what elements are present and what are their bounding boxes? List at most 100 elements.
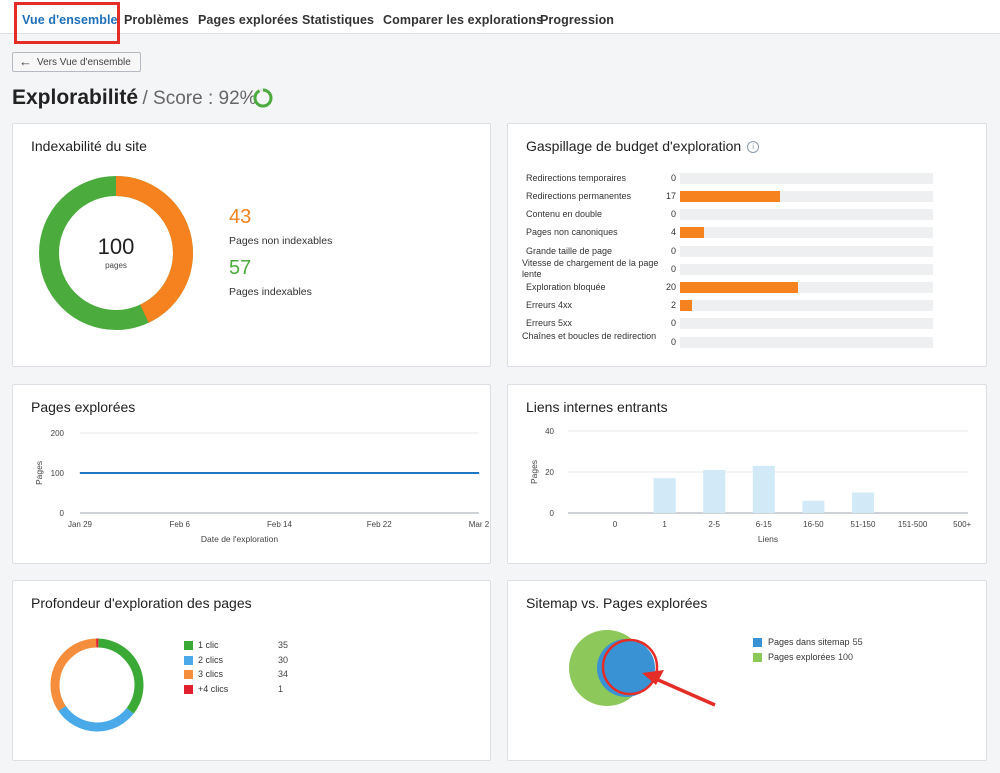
budget-row-value: 0 [670, 173, 676, 183]
annotation-circle [601, 638, 659, 696]
budget-row-value: 17 [665, 191, 676, 201]
y-tick-label: 100 [51, 469, 65, 478]
x-tick-label: 0 [613, 520, 618, 529]
non-indexable-label: Pages non indexables [229, 235, 333, 247]
indexability-title: Indexabilité du site [31, 138, 147, 154]
depth-slice[interactable] [50, 638, 144, 732]
x-axis-label: Date de l'exploration [201, 534, 278, 544]
legend-label: Pages explorées [768, 652, 836, 662]
budget-bar-track [680, 318, 933, 329]
crawled-pages-chart: 0 100 200 Jan 29 Feb 6 Feb 14 Feb 22 Mar 2 Date … [34, 429, 490, 544]
legend-value: 1 [278, 683, 284, 694]
bar[interactable] [852, 492, 874, 514]
legend-value: 34 [278, 669, 289, 679]
indexability-card: Indexabilité du site 100 pages 43 Pages … [12, 123, 491, 367]
budget-row[interactable]: Erreurs 4xx 2 [508, 299, 988, 317]
budget-row[interactable]: Contenu en double 0 [508, 208, 988, 226]
indexability-donut [39, 176, 193, 330]
tab-issues[interactable]: Problèmes [124, 13, 189, 27]
bar[interactable] [802, 500, 825, 513]
budget-row-value: 0 [670, 337, 676, 347]
budget-row-label: Erreurs 4xx [526, 300, 573, 310]
back-to-overview-button[interactable]: ← Vers Vue d'ensemble [12, 52, 141, 72]
budget-row[interactable]: Pages non canoniques 4 [508, 226, 988, 244]
budget-row[interactable]: Redirections permanentes 17 [508, 190, 988, 208]
bar[interactable] [703, 469, 726, 513]
page-title-main: Explorabilité [12, 86, 139, 109]
budget-row-value: 0 [670, 318, 676, 328]
info-icon[interactable]: i [747, 141, 760, 153]
x-tick-label: Feb 14 [267, 520, 292, 529]
depth-slice[interactable] [50, 638, 144, 732]
budget-row-label: Grande taille de page [526, 246, 613, 256]
budget-row[interactable]: Erreurs 5xx 0 [508, 317, 988, 335]
data-point [179, 472, 181, 474]
x-tick-label: 6-15 [756, 520, 773, 529]
depth-slice[interactable] [50, 638, 144, 732]
bar[interactable] [752, 465, 775, 513]
non-indexable-segment [39, 176, 193, 330]
budget-bar-track [680, 209, 933, 220]
data-point [478, 472, 480, 474]
sitemap-card: Sitemap vs. Pages explorées Pages dans s… [507, 580, 987, 761]
budget-row[interactable]: Exploration bloquée 20 [508, 281, 988, 299]
total-pages-value: 100 [97, 234, 135, 259]
legend-swatch [753, 638, 762, 647]
y-tick-label: 20 [545, 468, 554, 477]
crawl-depth-donut [50, 638, 144, 732]
y-tick-label: 0 [60, 509, 65, 518]
budget-row-value: 4 [670, 227, 676, 237]
x-tick-label: 500+ [953, 520, 971, 529]
legend-swatch [753, 653, 762, 662]
crawled-pages-title: Pages explorées [31, 399, 136, 415]
x-tick-label: Mar 2 [469, 520, 490, 529]
indexable-value: 57 [229, 257, 252, 279]
inlinks-title: Liens internes entrants [526, 399, 668, 415]
annotation-arrow-line [655, 677, 716, 707]
legend-item: Pages explorées 100 [768, 652, 853, 662]
tab-compare-crawls[interactable]: Comparer les explorations [383, 13, 544, 27]
legend-label: +4 clics [198, 683, 229, 694]
x-tick-label: 1 [662, 520, 667, 529]
tab-overview[interactable]: Vue d'ensemble [22, 13, 118, 27]
crawl-depth-title: Profondeur d'exploration des pages [31, 595, 252, 611]
budget-row[interactable]: Redirections temporaires 0 [508, 172, 988, 190]
tab-crawled-pages[interactable]: Pages explorées [198, 13, 299, 27]
legend-label: 3 clics [198, 669, 224, 679]
inlinks-card: Liens internes entrants 0 20 40 0 1 2-5 6-15 16… [507, 384, 987, 564]
x-tick-label: Feb 6 [170, 520, 191, 529]
y-tick-label: 200 [51, 429, 65, 438]
x-tick-label: 2-5 [708, 520, 720, 529]
non-indexable-value: 43 [229, 206, 252, 228]
budget-row[interactable]: Chaînes et boucles de redirection 0 [508, 331, 988, 354]
budget-bar-fill [680, 300, 692, 311]
budget-row[interactable]: Vitesse de chargement de la page lente 0 [508, 258, 988, 281]
budget-row[interactable]: Grande taille de page 0 [508, 245, 988, 263]
budget-row-label: Exploration bloquée [526, 282, 606, 292]
crawl-budget-card: Gaspillage de budget d'exploration i Redi… [507, 123, 987, 367]
bar[interactable] [653, 478, 676, 513]
legend-swatch [184, 684, 193, 694]
x-tick-label: 51-150 [851, 520, 876, 529]
y-axis-label: Pages [529, 460, 539, 484]
budget-bar-track [680, 282, 933, 293]
budget-row-label: Pages non canoniques [526, 227, 618, 237]
crawl-budget-title-text: Gaspillage de budget d'exploration [526, 138, 742, 154]
sitemap-venn-diagram [569, 630, 716, 707]
budget-row-value: 2 [670, 300, 676, 310]
budget-bar-fill [680, 191, 781, 202]
budget-row-value: 20 [665, 282, 676, 292]
legend-value: 30 [278, 654, 289, 665]
inlinks-chart: 0 20 40 0 1 2-5 6-15 16-50 51-150 151-500 500+ Lien… [529, 427, 972, 544]
legend-value: 35 [278, 640, 289, 650]
data-point [378, 472, 380, 474]
y-tick-label: 40 [545, 427, 554, 436]
tab-statistics[interactable]: Statistiques [302, 13, 375, 27]
tab-progress[interactable]: Progression [540, 13, 615, 27]
budget-bar-track [680, 227, 933, 238]
y-tick-label: 0 [550, 509, 555, 518]
budget-row-label: Erreurs 5xx [526, 318, 573, 328]
legend-label: Pages dans sitemap [768, 637, 850, 647]
budget-row-value: 0 [670, 209, 676, 219]
legend-swatch [184, 670, 193, 679]
